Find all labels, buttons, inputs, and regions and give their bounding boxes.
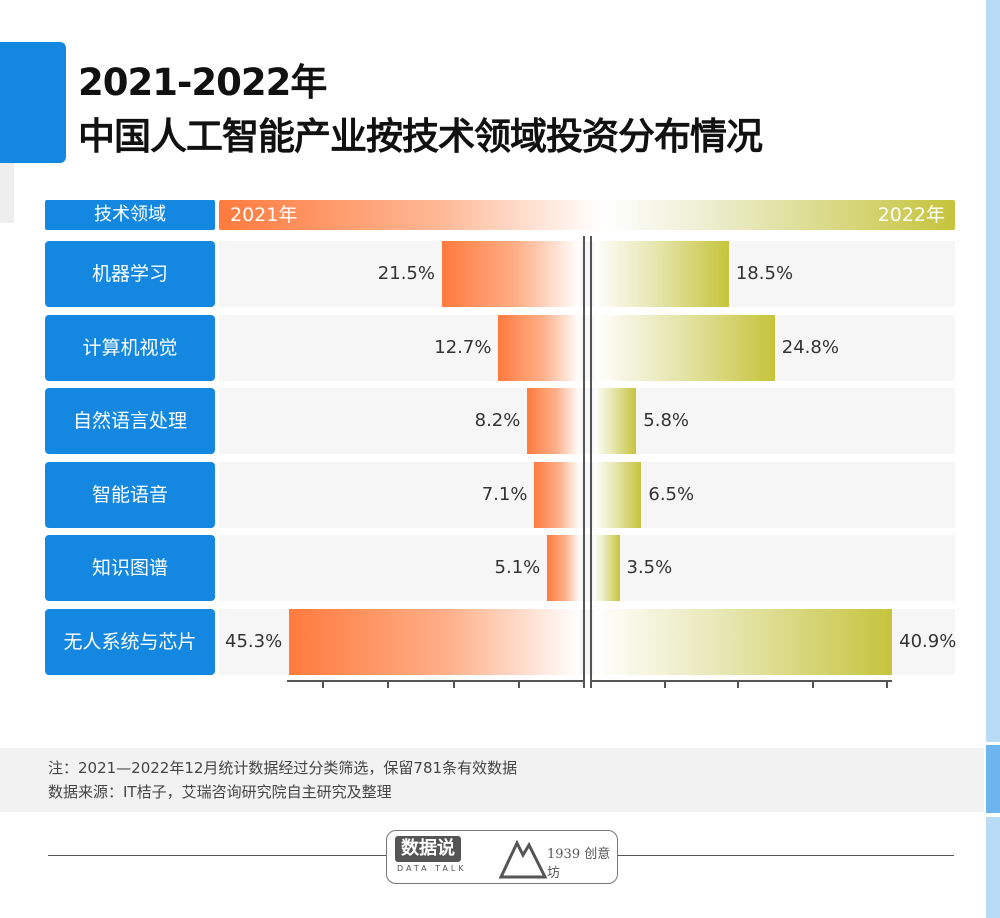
bar-2021 [289,608,580,675]
bar-2022 [594,314,775,381]
axis-tick [737,681,739,688]
row-background [219,241,955,307]
bar-2021 [527,388,580,454]
category-label: 无人系统与芯片 [45,608,215,675]
axis-tick [812,681,814,688]
row-background [219,535,955,601]
bar-2022 [594,461,642,528]
axis-tick [387,681,389,688]
center-axis-right [590,236,592,688]
value-label-2022: 24.8% [781,336,839,358]
value-label-2021: 5.1% [494,557,541,578]
value-label-2021: 7.1% [481,483,528,505]
legend-gradient-bar [219,200,955,230]
category-label: 知识图谱 [45,535,215,601]
axis-tick [322,681,324,688]
mountain-icon [499,839,548,879]
value-label-2021: 45.3% [225,630,283,652]
category-label: 自然语言处理 [45,388,215,454]
value-label-2022: 40.9% [899,630,957,652]
page-title-line2: 中国人工智能产业按技术领域投资分布情况 [78,115,763,158]
row-background [219,388,955,454]
right-decor-strip-bottom [986,817,1000,918]
footer-divider-right [617,855,954,856]
value-label-2022: 18.5% [735,263,794,284]
logo-brand: 数据说 [395,836,461,862]
center-axis-left [583,236,585,688]
brand-logo: 数据说 DATA TALK 1939 创意坊 [386,830,618,884]
bar-2021 [498,314,580,381]
left-decor-strip [0,163,14,223]
x-axis-right [592,680,892,682]
category-label: 计算机视觉 [45,314,215,381]
notes-panel [0,748,984,812]
x-axis-left [287,680,583,682]
bar-2021 [534,461,580,528]
bar-2022 [594,535,620,601]
note-text: 注：2021—2022年12月统计数据经过分类筛选，保留781条有效数据 [48,759,518,777]
category-header: 技术领域 [45,200,215,230]
value-label-2021: 8.2% [474,410,521,431]
axis-tick [518,681,520,688]
footer-divider-left [48,855,386,856]
value-label-2022: 3.5% [626,557,673,578]
value-label-2021: 12.7% [434,336,492,358]
row-background [219,461,955,528]
bar-2022 [594,608,893,675]
right-decor-strip-active [986,745,1000,813]
category-label: 智能语音 [45,461,215,528]
source-text: 数据来源：IT桔子，艾瑞咨询研究院自主研究及整理 [48,783,392,801]
page-title-line1: 2021-2022年 [78,61,327,104]
title-accent-block [0,42,66,163]
value-label-2022: 6.5% [648,483,695,505]
row-background [219,314,955,381]
legend-2022: 2022年 [877,204,945,226]
axis-tick [664,681,666,688]
logo-sub: DATA TALK [397,864,467,873]
logo-partner: 1939 创意坊 [547,847,611,881]
category-label: 机器学习 [45,241,215,307]
axis-tick [453,681,455,688]
bar-2021 [547,535,580,601]
value-label-2021: 21.5% [377,263,435,284]
bar-2022 [594,241,729,307]
bar-2021 [441,241,580,307]
axis-tick [886,681,888,688]
right-decor-strip [986,0,1000,742]
bar-2022 [594,388,637,454]
value-label-2022: 5.8% [643,410,690,431]
legend-2021: 2021年 [230,204,298,226]
